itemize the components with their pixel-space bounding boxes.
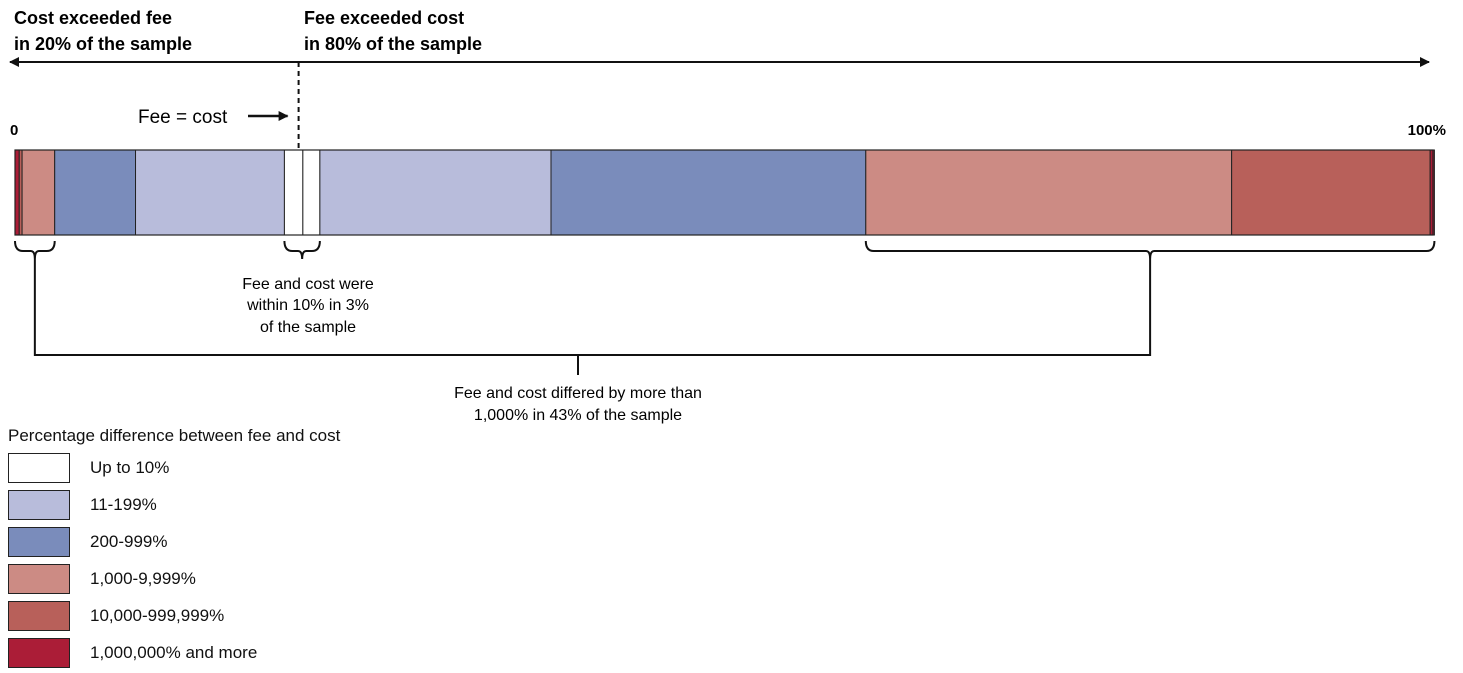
legend-label: 200-999% xyxy=(90,532,168,551)
fee-cost-chart: Cost exceeded fee in 20% of the sample F… xyxy=(9,8,1446,424)
bar-segment-2-1-000-9-999 xyxy=(21,149,56,236)
legend-swatch xyxy=(8,564,70,594)
fee-equals-cost-label: Fee = cost xyxy=(138,107,228,128)
right-header-line-2: in 80% of the sample xyxy=(304,34,482,54)
legend-swatch xyxy=(8,490,70,520)
bar-segment-5-up-to-10 xyxy=(283,149,304,236)
bar-segment-11-1-000-000-and-more xyxy=(1429,149,1435,236)
legend-label: 1,000-9,999% xyxy=(90,569,196,588)
within-10-line-2: within 10% in 3% xyxy=(246,297,369,314)
legend-label: 1,000,000% and more xyxy=(90,643,258,662)
bar-segment-9-1-000-9-999 xyxy=(865,149,1233,236)
within-10-line-3: of the sample xyxy=(260,319,356,336)
brace-left-segment xyxy=(14,240,56,260)
legend-title: Percentage difference between fee and co… xyxy=(8,426,341,445)
over-1000-connector xyxy=(33,259,1152,375)
over-1000-line-2: 1,000% in 43% of the sample xyxy=(474,407,682,424)
stacked-bar xyxy=(14,149,1435,236)
right-header-line-1: Fee exceeded cost xyxy=(304,8,464,28)
legend-label: 10,000-999,999% xyxy=(90,606,225,625)
axis-end-label: 100% xyxy=(1408,122,1446,139)
left-header-line-1: Cost exceeded fee xyxy=(14,8,172,28)
legend-swatch xyxy=(8,527,70,557)
within-10-line-1: Fee and cost were xyxy=(242,276,374,293)
legend-swatch xyxy=(8,453,70,483)
bar-segment-3-200-999 xyxy=(54,149,137,236)
legend: Percentage difference between fee and co… xyxy=(8,426,508,668)
legend-label: Up to 10% xyxy=(90,458,170,477)
bar-segment-4-11-199 xyxy=(135,149,285,236)
brace-within-10 xyxy=(283,240,321,260)
bar-segment-10-10-000-999-999 xyxy=(1231,149,1431,236)
brace-right-segment xyxy=(864,240,1436,260)
over-1000-line-1: Fee and cost differed by more than xyxy=(454,385,702,402)
bar-segment-0-1-000-000-and-more xyxy=(14,149,20,236)
left-header-line-2: in 20% of the sample xyxy=(14,34,192,54)
legend-swatch xyxy=(8,638,70,668)
bar-segment-7-11-199 xyxy=(319,149,552,236)
axis-start-label: 0 xyxy=(10,122,18,139)
legend-label: 11-199% xyxy=(90,495,157,514)
bar-segment-8-200-999 xyxy=(550,149,867,236)
bar-outline xyxy=(14,149,1434,236)
legend-swatch xyxy=(8,601,70,631)
bar-segment-6-up-to-10 xyxy=(302,149,321,236)
